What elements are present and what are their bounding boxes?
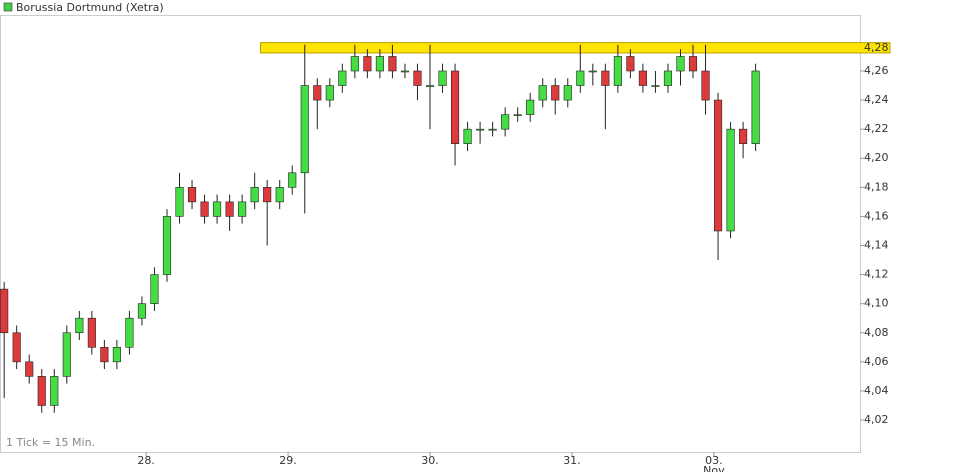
candle-body: [425, 85, 435, 87]
x-tick-label: 29.: [279, 454, 297, 467]
y-tick-label: 4,16: [864, 209, 889, 222]
candle-body: [0, 288, 9, 334]
y-tick-label: 4,20: [864, 151, 889, 164]
band-label: 4,28: [864, 41, 889, 54]
candle-body: [576, 70, 585, 86]
footnote: 1 Tick = 15 Min.: [6, 436, 95, 449]
candle-body: [338, 70, 347, 86]
candle-body: [388, 56, 397, 72]
candle-body: [438, 70, 447, 86]
candle-body: [250, 187, 259, 203]
y-tick-label: 4,24: [864, 93, 889, 106]
candle-body: [75, 317, 84, 334]
y-tick-label: 4,10: [864, 297, 889, 310]
candle-body: [739, 128, 748, 145]
chart-title: Borussia Dortmund (Xetra): [16, 1, 164, 14]
candle-body: [563, 85, 572, 101]
candle-body: [551, 85, 560, 101]
y-tick-label: 4,08: [864, 326, 889, 339]
candle-body: [413, 70, 422, 86]
candle-body: [663, 70, 673, 86]
candle-body: [638, 70, 647, 86]
candle-body: [488, 128, 497, 131]
candle-body: [150, 274, 159, 304]
y-tick-label: 4,18: [864, 180, 889, 193]
candle-body: [463, 128, 472, 145]
candle-body: [450, 70, 460, 145]
candle-body: [238, 201, 247, 217]
candle-body: [588, 70, 597, 73]
candle-body: [400, 70, 410, 73]
x-tick-label: 03.: [705, 454, 723, 467]
candle-body: [213, 201, 222, 217]
y-tick-label: 4,02: [864, 413, 889, 426]
y-tick-label: 4,22: [864, 122, 889, 135]
candle-body: [375, 56, 384, 72]
legend-swatch: [3, 2, 13, 12]
candle-body: [601, 70, 610, 86]
candle-body: [288, 172, 297, 188]
x-tick-label: 28.: [137, 454, 155, 467]
candle-body: [714, 99, 723, 232]
y-tick-label: 4,04: [864, 384, 889, 397]
candle-body: [87, 317, 96, 348]
candle-body: [350, 56, 359, 72]
candle-body: [751, 70, 760, 145]
candle-body: [175, 187, 184, 217]
x-tick-label: 31.: [563, 454, 581, 467]
candle-body: [701, 70, 710, 101]
y-tick-label: 4,06: [864, 355, 889, 368]
candle-body: [613, 56, 622, 86]
y-tick-label: 4,14: [864, 238, 889, 251]
candle-body: [538, 85, 547, 101]
candle-body: [275, 187, 284, 203]
candle-body: [513, 114, 522, 116]
candle-body: [137, 303, 146, 319]
candle-body: [726, 128, 735, 232]
candle-body: [300, 85, 309, 174]
candle-body: [476, 128, 485, 131]
candle-body: [50, 376, 59, 406]
candle-body: [676, 56, 685, 72]
y-tick-label: 4,26: [864, 64, 889, 77]
candle-body: [200, 201, 209, 217]
candle-body: [325, 85, 334, 101]
price-band: [260, 42, 891, 54]
candle-body: [12, 332, 21, 363]
candle-body: [651, 85, 660, 87]
candle-body: [626, 56, 635, 72]
candle-body: [526, 99, 535, 115]
candle-body: [363, 56, 372, 72]
candle-body: [112, 346, 121, 363]
x-tick-label: 30.: [421, 454, 439, 467]
candle-body: [501, 114, 510, 130]
candle-body: [688, 56, 698, 72]
candle-body: [187, 187, 197, 203]
x-sublabel: Nov: [703, 464, 725, 472]
candle-body: [37, 376, 46, 406]
candle-body: [125, 317, 134, 348]
y-tick-label: 4,12: [864, 268, 889, 281]
candle-body: [25, 361, 34, 377]
candle-body: [225, 201, 234, 217]
candle-body: [263, 187, 272, 203]
candle-body: [162, 216, 172, 275]
candle-body: [100, 346, 109, 363]
candle-body: [62, 332, 71, 377]
candle-body: [313, 85, 322, 101]
